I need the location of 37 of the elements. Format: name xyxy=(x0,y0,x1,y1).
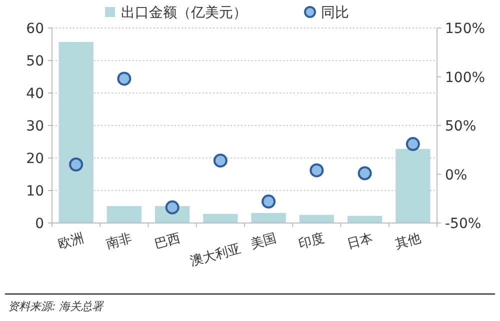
x-tick-label: 澳大利亚 xyxy=(188,242,243,270)
bar xyxy=(347,216,382,223)
point xyxy=(213,154,228,168)
bar xyxy=(299,214,334,223)
y-tick-label: 60 xyxy=(26,21,44,37)
y2-tick-label: 0% xyxy=(445,167,468,184)
y-tick-label: 20 xyxy=(26,151,44,167)
y-tick-label: 0 xyxy=(35,216,44,232)
bar xyxy=(58,42,94,223)
x-tick-label: 印度 xyxy=(297,230,326,252)
bar xyxy=(203,214,238,223)
legend-label: 同比 xyxy=(321,5,349,21)
x-tick-label: 其他 xyxy=(394,231,423,252)
y-tick-label: 50 xyxy=(26,54,44,70)
x-tick-label: 美国 xyxy=(248,230,278,252)
x-tick-label: 巴西 xyxy=(152,231,182,252)
bar xyxy=(106,206,142,223)
y-tick-label: 30 xyxy=(26,118,44,134)
y-tick-label: 10 xyxy=(26,184,44,200)
text: 资料来源: 海关总署 xyxy=(8,300,104,313)
point xyxy=(406,137,420,152)
x-tick-label: 日本 xyxy=(345,231,374,252)
bar xyxy=(251,212,286,223)
point xyxy=(69,158,84,172)
point xyxy=(262,194,276,209)
point xyxy=(310,163,324,178)
legend-label: 出口金额（亿美元） xyxy=(121,5,247,21)
x-tick-label: 南非 xyxy=(104,231,134,252)
point xyxy=(358,166,372,180)
y2-tick-label: 100% xyxy=(445,70,486,86)
y-tick-label: 40 xyxy=(26,86,44,102)
x-tick-label: 欧洲 xyxy=(56,231,86,252)
y2-tick-label: -50% xyxy=(445,216,482,232)
y2-tick-label: 50% xyxy=(445,118,476,134)
bar xyxy=(396,148,430,223)
point xyxy=(117,72,132,86)
y2-tick-label: 150% xyxy=(445,21,486,37)
